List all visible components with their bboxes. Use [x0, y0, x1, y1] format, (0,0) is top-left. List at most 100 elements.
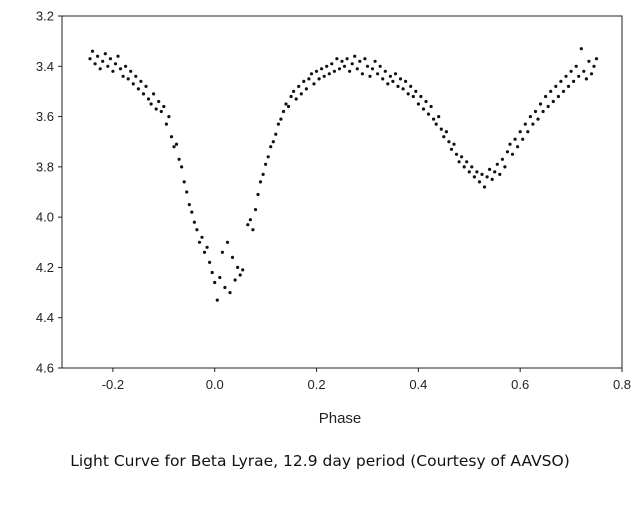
x-tick-label: -0.2 — [102, 377, 124, 392]
data-point — [500, 157, 504, 161]
data-point — [373, 59, 377, 63]
data-point — [159, 109, 163, 114]
data-point — [439, 127, 443, 131]
data-point — [505, 150, 510, 154]
data-point — [177, 157, 181, 161]
y-tick-label: 4.4 — [36, 310, 54, 325]
data-point — [299, 92, 303, 96]
data-point — [391, 79, 395, 83]
data-point — [307, 77, 311, 81]
x-tick-label: 0.4 — [409, 377, 427, 392]
data-point — [488, 167, 492, 171]
data-point — [421, 107, 426, 111]
data-point — [322, 74, 326, 78]
data-point — [167, 115, 171, 119]
data-point — [396, 84, 400, 88]
data-point — [559, 79, 563, 83]
data-point — [561, 89, 566, 93]
data-point — [223, 285, 227, 290]
x-tick-label: 0.2 — [308, 377, 326, 392]
data-point — [447, 140, 451, 144]
data-point — [551, 99, 555, 104]
data-point — [462, 165, 466, 169]
data-point — [467, 170, 471, 174]
data-point — [129, 69, 133, 73]
data-point — [88, 57, 92, 61]
data-point — [208, 260, 212, 264]
data-point — [434, 122, 438, 126]
data-point — [302, 79, 306, 83]
data-point — [146, 97, 151, 101]
data-point — [393, 72, 398, 76]
data-point — [164, 122, 168, 126]
data-point — [475, 170, 479, 174]
data-point — [304, 87, 308, 91]
data-point — [516, 145, 520, 149]
x-axis-ticks: -0.2 0.0 0.2 0.4 0.6 0.8 — [102, 368, 631, 392]
data-point — [297, 84, 301, 88]
data-point — [381, 77, 385, 81]
data-point — [363, 57, 367, 61]
data-point — [554, 84, 558, 88]
data-point — [582, 69, 586, 73]
data-point — [528, 115, 533, 119]
data-point — [289, 94, 293, 99]
data-point — [213, 280, 217, 285]
data-point — [383, 69, 387, 73]
data-point — [266, 155, 270, 159]
data-point — [340, 59, 344, 63]
data-point — [180, 165, 184, 169]
data-point — [449, 147, 454, 151]
data-point — [149, 102, 153, 106]
data-point — [569, 69, 573, 73]
y-tick-label: 3.4 — [36, 59, 54, 74]
y-axis-ticks: 3.2 3.4 3.6 3.8 4.0 4.2 4.4 4.6 — [36, 9, 62, 376]
data-point — [218, 275, 222, 280]
data-point — [577, 74, 581, 78]
data-point — [286, 104, 291, 109]
data-point — [348, 69, 352, 73]
data-point — [546, 104, 550, 109]
data-point — [594, 57, 599, 61]
data-point — [442, 135, 446, 139]
data-point — [460, 155, 464, 159]
data-point — [564, 74, 568, 78]
data-point — [510, 152, 515, 156]
data-point — [485, 175, 489, 179]
y-tick-label: 4.0 — [36, 210, 54, 225]
y-tick-label: 4.6 — [36, 361, 54, 376]
data-point — [465, 160, 469, 164]
data-point — [503, 165, 507, 169]
data-point — [574, 64, 578, 68]
data-point — [444, 130, 448, 134]
data-point — [314, 69, 319, 73]
data-point — [111, 69, 115, 73]
data-point — [118, 67, 123, 71]
data-point — [141, 92, 146, 96]
data-point — [470, 165, 474, 169]
data-point — [493, 170, 497, 174]
data-point — [401, 87, 405, 91]
data-point — [248, 218, 252, 222]
data-point — [317, 77, 321, 81]
plot-frame — [61, 15, 623, 369]
data-point — [274, 132, 278, 136]
data-point — [116, 54, 120, 58]
data-point — [101, 59, 105, 63]
data-point — [202, 250, 207, 254]
data-point — [572, 79, 576, 83]
data-point — [187, 203, 191, 207]
x-axis-title: Phase — [319, 410, 362, 427]
data-point — [587, 59, 591, 63]
data-point — [325, 64, 329, 68]
data-point — [426, 112, 431, 116]
data-point — [538, 102, 543, 106]
data-point — [185, 190, 189, 194]
data-point — [368, 74, 372, 78]
data-point — [521, 137, 525, 141]
data-point — [246, 223, 250, 227]
data-point — [190, 210, 194, 214]
data-point — [386, 82, 390, 86]
data-point — [106, 64, 110, 68]
data-point — [276, 122, 280, 126]
